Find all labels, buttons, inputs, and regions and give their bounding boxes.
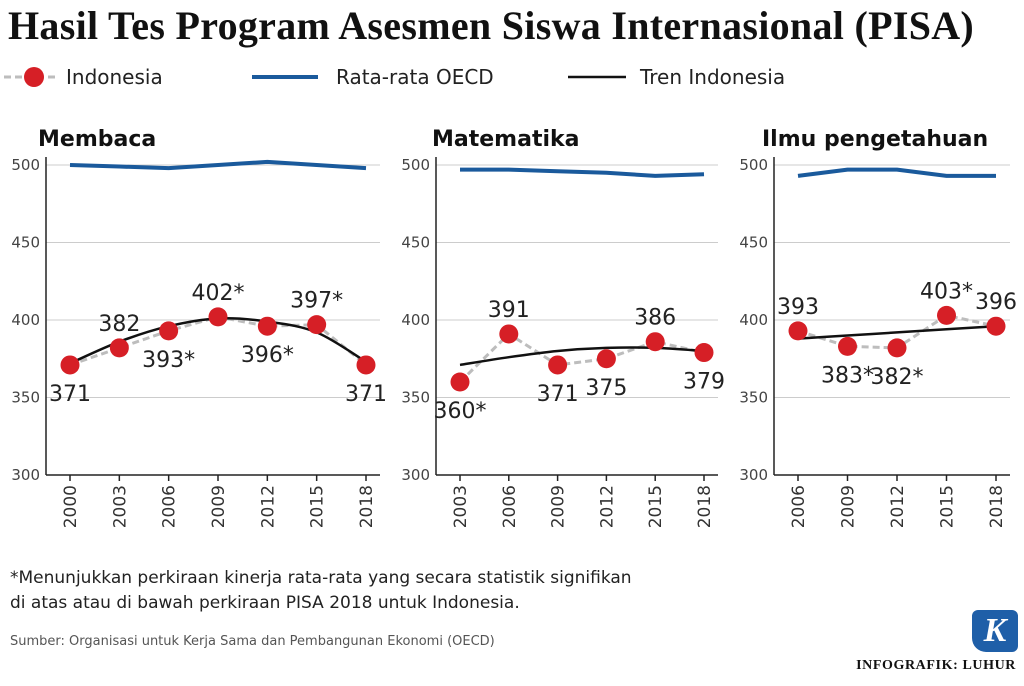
x-tick-label: 2009 (209, 485, 229, 528)
logo-letter: K (983, 612, 1007, 649)
legend-indonesia-marker (24, 67, 44, 87)
y-tick-label: 400 (739, 311, 768, 329)
indonesia-point (307, 315, 327, 335)
indonesia-point (986, 316, 1006, 336)
panel-3: Ilmu pengetahuan 300 350 400 450 500 2006 2009 2… (739, 127, 1017, 528)
panel-title: Matematika (432, 127, 579, 152)
legend-trend-label: Tren Indonesia (639, 65, 785, 89)
x-tick-label: 2009 (839, 485, 859, 528)
panel-2: Matematika 300 350 400 450 500 2003 2006 2009 201… (401, 127, 725, 528)
data-label: 382* (871, 365, 924, 390)
data-label: 383* (821, 363, 874, 388)
indonesia-point (838, 336, 857, 356)
x-tick-label: 2012 (258, 485, 278, 528)
y-tick-label: 300 (739, 466, 768, 484)
x-tick-label: 2018 (987, 485, 1007, 528)
data-label: 379 (683, 370, 725, 395)
data-label: 393 (777, 295, 819, 320)
y-tick-label: 500 (739, 156, 768, 174)
data-label: 391 (488, 298, 530, 323)
indonesia-point (257, 316, 277, 336)
data-label: 375 (585, 376, 627, 401)
indonesia-point (548, 355, 568, 375)
x-tick-label: 2012 (597, 485, 617, 528)
data-label: 393* (142, 348, 195, 373)
trend-line (797, 324, 997, 340)
y-tick-label: 350 (401, 389, 430, 407)
page-title: Hasil Tes Program Asesmen Siswa Internas… (8, 3, 975, 48)
data-label: 382 (98, 312, 140, 337)
panel-1: Membaca 300 350 400 450 500 2000 2003 2006 2009 20… (11, 127, 387, 528)
y-tick-label: 350 (739, 389, 768, 407)
panel-title: Ilmu pengetahuan (762, 127, 988, 152)
indonesia-point (645, 332, 665, 352)
x-tick-label: 2000 (61, 485, 81, 528)
data-label: 371 (345, 382, 387, 407)
data-label: 371 (537, 382, 579, 407)
data-label: 396* (241, 343, 294, 368)
indonesia-point (788, 321, 808, 341)
x-tick-label: 2015 (646, 485, 666, 528)
x-tick-label: 2018 (695, 485, 715, 528)
y-tick-label: 450 (401, 234, 430, 252)
infographic-credit: INFOGRAFIK: LUHUR (856, 658, 1016, 673)
y-tick-label: 350 (11, 389, 40, 407)
x-tick-label: 2015 (938, 485, 958, 528)
footnote-line-2: di atas atau di bawah perkiraan PISA 201… (10, 593, 520, 613)
footnote: *Menunjukkan perkiraan kinerja rata-rata… (10, 566, 730, 616)
indonesia-point (937, 305, 956, 325)
indonesia-point (596, 349, 616, 369)
data-label: 371 (49, 382, 91, 407)
pisa-charts: Indonesia Rata-rata OECD Tren Indonesia Mem… (4, 65, 1017, 528)
indonesia-point (60, 355, 80, 375)
x-tick-label: 2009 (549, 485, 569, 528)
y-tick-label: 450 (739, 234, 768, 252)
y-tick-label: 300 (11, 466, 40, 484)
x-tick-label: 2006 (500, 485, 520, 528)
indonesia-point (208, 307, 228, 327)
y-tick-label: 400 (401, 311, 430, 329)
y-tick-label: 500 (401, 156, 430, 174)
footnote-line-1: *Menunjukkan perkiraan kinerja rata-rata… (10, 568, 632, 588)
y-tick-label: 300 (401, 466, 430, 484)
oecd-line (797, 167, 996, 178)
trend-line (459, 346, 705, 367)
x-tick-label: 2012 (888, 485, 908, 528)
indonesia-point (356, 355, 376, 375)
data-label: 360* (434, 399, 487, 424)
x-tick-label: 2003 (451, 485, 471, 528)
data-label: 396 (975, 290, 1017, 315)
x-tick-label: 2018 (357, 485, 377, 528)
data-label: 402* (192, 281, 245, 306)
x-tick-label: 2006 (789, 485, 809, 528)
indonesia-point (694, 343, 714, 363)
x-tick-label: 2003 (110, 485, 130, 528)
data-label: 403* (920, 279, 973, 304)
legend: Indonesia Rata-rata OECD Tren Indonesia (4, 65, 785, 89)
data-label: 397* (290, 289, 343, 314)
y-tick-label: 400 (11, 311, 40, 329)
indonesia-point (109, 338, 129, 358)
x-tick-label: 2015 (308, 485, 328, 528)
indonesia-point (450, 372, 470, 392)
panel-title: Membaca (38, 127, 156, 152)
source-note: Sumber: Organisasi untuk Kerja Sama dan … (10, 634, 495, 649)
legend-indonesia-label: Indonesia (66, 65, 163, 89)
indonesia-point (499, 324, 519, 344)
indonesia-point (159, 321, 179, 341)
oecd-line (69, 159, 367, 171)
indonesia-point (887, 338, 907, 358)
legend-oecd-label: Rata-rata OECD (336, 65, 494, 89)
y-tick-label: 450 (11, 234, 40, 252)
y-tick-label: 500 (11, 156, 40, 174)
x-tick-label: 2006 (160, 485, 180, 528)
data-label: 386 (634, 306, 676, 331)
publisher-logo: K (972, 610, 1018, 652)
oecd-line (460, 167, 705, 178)
